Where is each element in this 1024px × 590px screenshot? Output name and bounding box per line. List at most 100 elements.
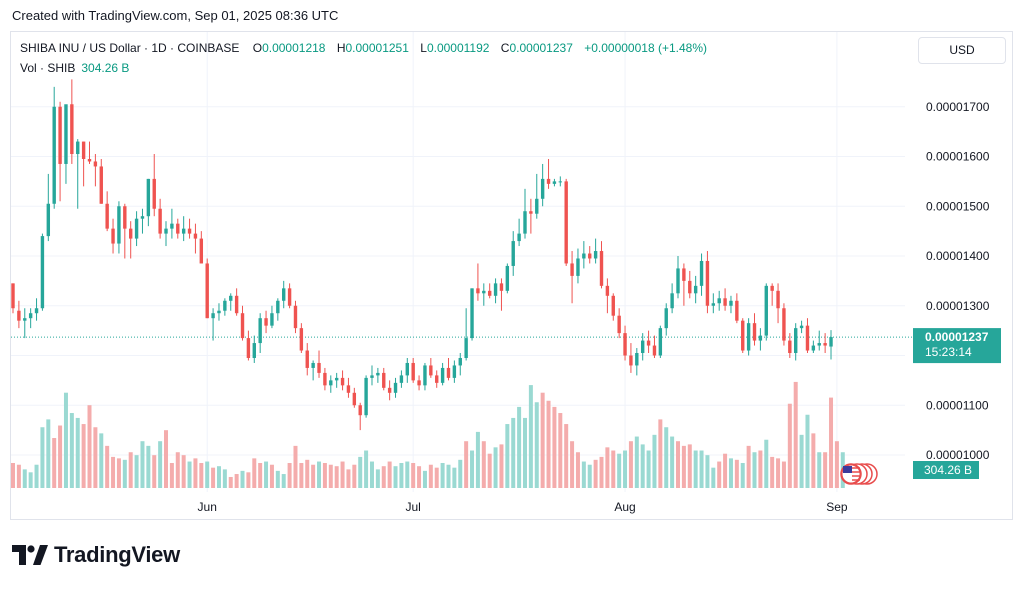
volume-bar [305,459,310,488]
candle-body [423,365,427,386]
candle-body [588,253,592,259]
volume-bar [252,458,257,488]
candle-body [535,198,539,214]
candle-body [40,236,45,309]
candle-body [240,313,245,339]
volume-bar [152,455,157,488]
volume-bar [634,436,639,488]
volume-bar [464,441,469,488]
candle-body [393,382,398,393]
candle-body [505,265,510,291]
candle-body [629,355,633,366]
volume-bar [381,466,386,488]
volume-bar [546,400,551,488]
candle-body [482,290,486,294]
created-with-text: Created with TradingView.com, Sep 01, 20… [12,8,339,23]
volume-badge-label: 304.26 B [924,463,972,477]
volume-bar [811,433,816,488]
candle-body [199,238,204,264]
candle-body [64,104,68,164]
candle-body [87,158,92,162]
volume-bar [499,444,504,488]
volume-bar [693,450,698,488]
volume-bar [199,463,204,488]
volume-bar [99,433,104,488]
candle-body [646,340,651,346]
candle-body [476,288,480,294]
candle-body [452,365,457,378]
volume-bar [328,464,333,488]
currency-button[interactable]: USD [918,37,1006,64]
volume-bar [440,463,445,488]
volume-bar [322,463,327,488]
candle-body [741,320,745,351]
candle-body [282,288,286,301]
candle-body [464,338,468,358]
candle-body [417,380,421,386]
volume-bar [346,469,351,488]
volume-bar [575,452,580,488]
candle-body [829,337,833,347]
volume-bar [287,463,292,488]
candle-body [264,318,268,326]
volume-bar [793,381,798,488]
volume-bar [387,461,392,488]
candle-body [746,323,751,351]
candle-body [317,362,321,373]
candle-body [323,372,327,386]
volume-bar [787,403,792,488]
candle-body [517,233,521,242]
volume-bar [75,417,80,488]
volume-bar [481,441,486,488]
candle-body [511,241,515,266]
candle-body [299,328,304,351]
candle-body [270,313,274,326]
candle-body [129,228,133,239]
time-tick-label: Jun [198,500,217,514]
volume-bar [311,464,316,488]
volume-bar [829,397,834,488]
candle-body [576,258,580,276]
candle-body [334,377,339,381]
volume-bar [781,461,786,488]
volume-bar [528,385,533,488]
volume-bar [299,463,304,488]
price-tick-label: 0.00001300 [926,299,990,313]
volume-bar [752,452,757,488]
candle-body [440,367,445,383]
candle-body [711,303,716,306]
price-axis: 0.00001700 0.00001600 0.00001500 0.00001400… [913,100,1001,479]
candle-body [582,253,586,259]
volume-bar [652,434,657,488]
volume-bar [587,464,592,488]
candle-body [552,181,557,184]
last-price-label: 0.00001237 [925,330,989,344]
volume-bar [470,450,475,488]
volume-bar [628,441,633,488]
candle-body [111,228,115,244]
volume-bar [487,453,492,488]
candle-body [817,343,821,346]
candle-body [364,377,368,416]
candle-body [187,228,192,234]
volume-bar [446,464,451,488]
volume-bar [264,461,269,488]
volume-label[interactable]: Vol · SHIB [20,61,76,75]
volume-bar [599,456,604,488]
volume-bar [269,464,274,488]
candle-body [229,295,233,301]
volume-bar [817,452,822,488]
volume-bar [687,444,692,488]
candle-body [217,310,221,314]
volume-bar [417,466,422,488]
volume-bar [28,472,33,488]
candle-body [652,345,657,356]
candle-body [93,161,98,167]
symbol-label[interactable]: SHIBA INU / US Dollar · 1D · COINBASE [20,41,240,55]
volume-bar [617,453,622,488]
volume-legend: Vol · SHIB 304.26 B [20,61,129,75]
tradingview-logo-icon [12,545,48,565]
candle-body [99,166,103,204]
candle-body [752,323,757,341]
